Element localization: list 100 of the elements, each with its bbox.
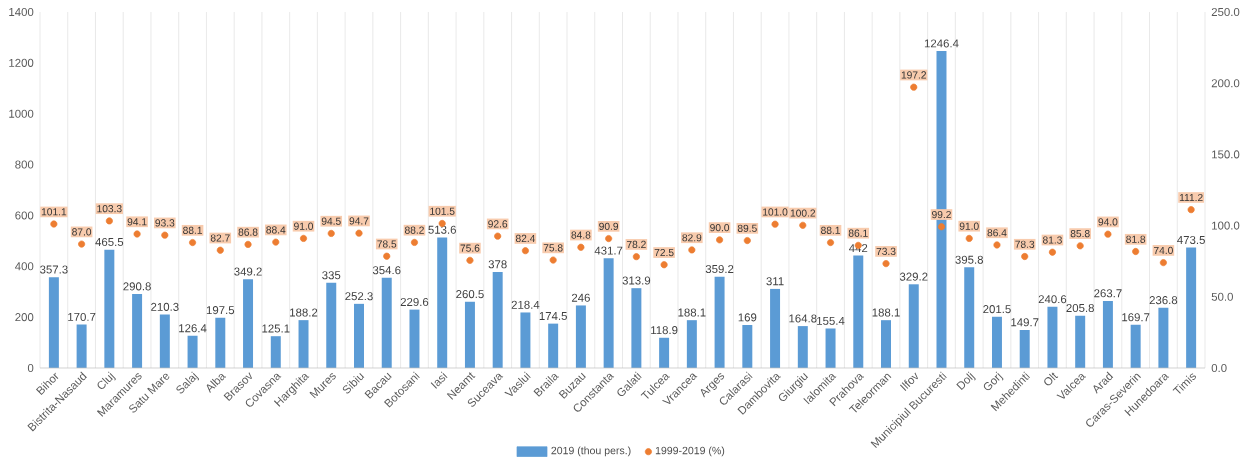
point bbox=[910, 83, 918, 91]
data-label: 101.1 bbox=[41, 208, 67, 216]
y2-tick-label: 150.0 bbox=[1212, 150, 1240, 159]
point bbox=[1104, 230, 1112, 238]
bar bbox=[1130, 324, 1141, 368]
bar bbox=[1019, 329, 1030, 368]
data-label: 197.5 bbox=[206, 306, 235, 315]
data-label: 85.8 bbox=[1070, 230, 1090, 238]
data-label: 82.4 bbox=[515, 234, 536, 243]
y-tick-label: 1400 bbox=[9, 7, 34, 17]
data-label: 431.7 bbox=[594, 246, 623, 255]
data-label: 74.0 bbox=[1154, 246, 1173, 255]
point bbox=[189, 239, 197, 247]
bar bbox=[548, 323, 559, 368]
point bbox=[50, 220, 58, 228]
x-tick-label: Olt bbox=[1044, 372, 1059, 386]
data-label: 197.2 bbox=[901, 71, 926, 79]
data-label: 169.7 bbox=[1122, 313, 1150, 322]
data-label: 75.8 bbox=[543, 244, 563, 252]
data-label: 82.9 bbox=[682, 234, 702, 242]
point bbox=[78, 240, 86, 248]
data-label: 91.0 bbox=[959, 222, 979, 230]
x-tick-label: Dolj bbox=[956, 371, 976, 391]
y2-tick-label: 250.0 bbox=[1211, 7, 1240, 17]
data-label: 101.5 bbox=[430, 207, 455, 215]
data-label: 155.4 bbox=[817, 316, 845, 325]
data-label: 90.0 bbox=[710, 224, 730, 232]
bar bbox=[1047, 306, 1058, 368]
point bbox=[743, 237, 751, 245]
data-label: 188.1 bbox=[678, 308, 706, 317]
data-label: 94.5 bbox=[321, 217, 341, 225]
data-label: 101.0 bbox=[763, 208, 788, 216]
bar bbox=[1075, 315, 1086, 368]
point bbox=[632, 253, 640, 261]
bar bbox=[298, 320, 309, 368]
point bbox=[1048, 248, 1056, 256]
point bbox=[716, 236, 724, 244]
point bbox=[1021, 252, 1029, 261]
legend-label: 2019 (thou pers.) bbox=[551, 446, 631, 457]
data-label: 94.1 bbox=[127, 218, 147, 226]
data-label: 236.8 bbox=[1149, 296, 1178, 305]
point bbox=[605, 235, 613, 243]
point bbox=[466, 256, 474, 264]
data-label: 78.5 bbox=[377, 240, 397, 248]
data-label: 81.3 bbox=[1042, 236, 1062, 244]
data-label: 359.2 bbox=[705, 264, 734, 274]
data-label: 188.1 bbox=[872, 308, 900, 317]
data-label: 174.5 bbox=[539, 312, 567, 321]
point bbox=[1132, 248, 1140, 256]
data-label: 205.8 bbox=[1066, 303, 1094, 313]
bar bbox=[714, 276, 725, 368]
data-label: 125.1 bbox=[262, 324, 290, 333]
data-label: 263.7 bbox=[1094, 289, 1122, 298]
data-label: 78.3 bbox=[1015, 240, 1035, 248]
data-label: 126.4 bbox=[179, 324, 207, 333]
point bbox=[688, 246, 696, 254]
bar bbox=[964, 267, 975, 368]
data-label: 260.5 bbox=[456, 290, 484, 299]
data-label: 90.9 bbox=[599, 222, 619, 230]
data-label: 86.4 bbox=[987, 229, 1007, 237]
data-label: 81.8 bbox=[1126, 235, 1146, 243]
legend-label: 1999-2019 (%) bbox=[655, 446, 725, 457]
y-tick-label: 200 bbox=[15, 313, 34, 322]
data-label: 378 bbox=[488, 260, 507, 269]
data-label: 218.4 bbox=[511, 300, 540, 309]
data-label: 201.5 bbox=[983, 305, 1011, 314]
data-label: 395.8 bbox=[955, 255, 984, 264]
bar bbox=[381, 277, 392, 368]
y2-tick-label: 50.0 bbox=[1211, 292, 1233, 301]
data-label: 86.1 bbox=[848, 229, 868, 237]
bar bbox=[76, 324, 87, 368]
bar bbox=[1102, 300, 1113, 368]
point bbox=[410, 238, 418, 246]
bar bbox=[742, 325, 753, 368]
data-label: 149.7 bbox=[1011, 318, 1039, 327]
data-label: 465.5 bbox=[95, 237, 124, 247]
data-label: 210.3 bbox=[151, 302, 179, 311]
data-label: 72.5 bbox=[654, 248, 674, 257]
bar bbox=[48, 277, 59, 368]
point bbox=[827, 239, 835, 247]
data-label: 82.7 bbox=[210, 234, 230, 242]
bar bbox=[187, 335, 198, 368]
data-label: 252.3 bbox=[345, 292, 373, 301]
y-tick-label: 0 bbox=[27, 363, 34, 373]
y2-tick-label: 100.0 bbox=[1212, 221, 1240, 230]
data-label: 91.0 bbox=[294, 222, 314, 230]
point bbox=[549, 256, 557, 264]
y2-tick-label: 0.0 bbox=[1211, 363, 1227, 373]
point bbox=[965, 234, 973, 242]
data-label: 1246.4 bbox=[924, 39, 959, 48]
bar bbox=[159, 314, 170, 368]
bar bbox=[770, 288, 781, 368]
point bbox=[771, 220, 779, 228]
bar bbox=[104, 249, 115, 368]
data-label: 313.9 bbox=[622, 276, 651, 285]
bar bbox=[520, 312, 531, 368]
point bbox=[882, 260, 890, 268]
point bbox=[244, 240, 252, 248]
point bbox=[660, 261, 668, 269]
data-label: 86.8 bbox=[238, 228, 258, 236]
